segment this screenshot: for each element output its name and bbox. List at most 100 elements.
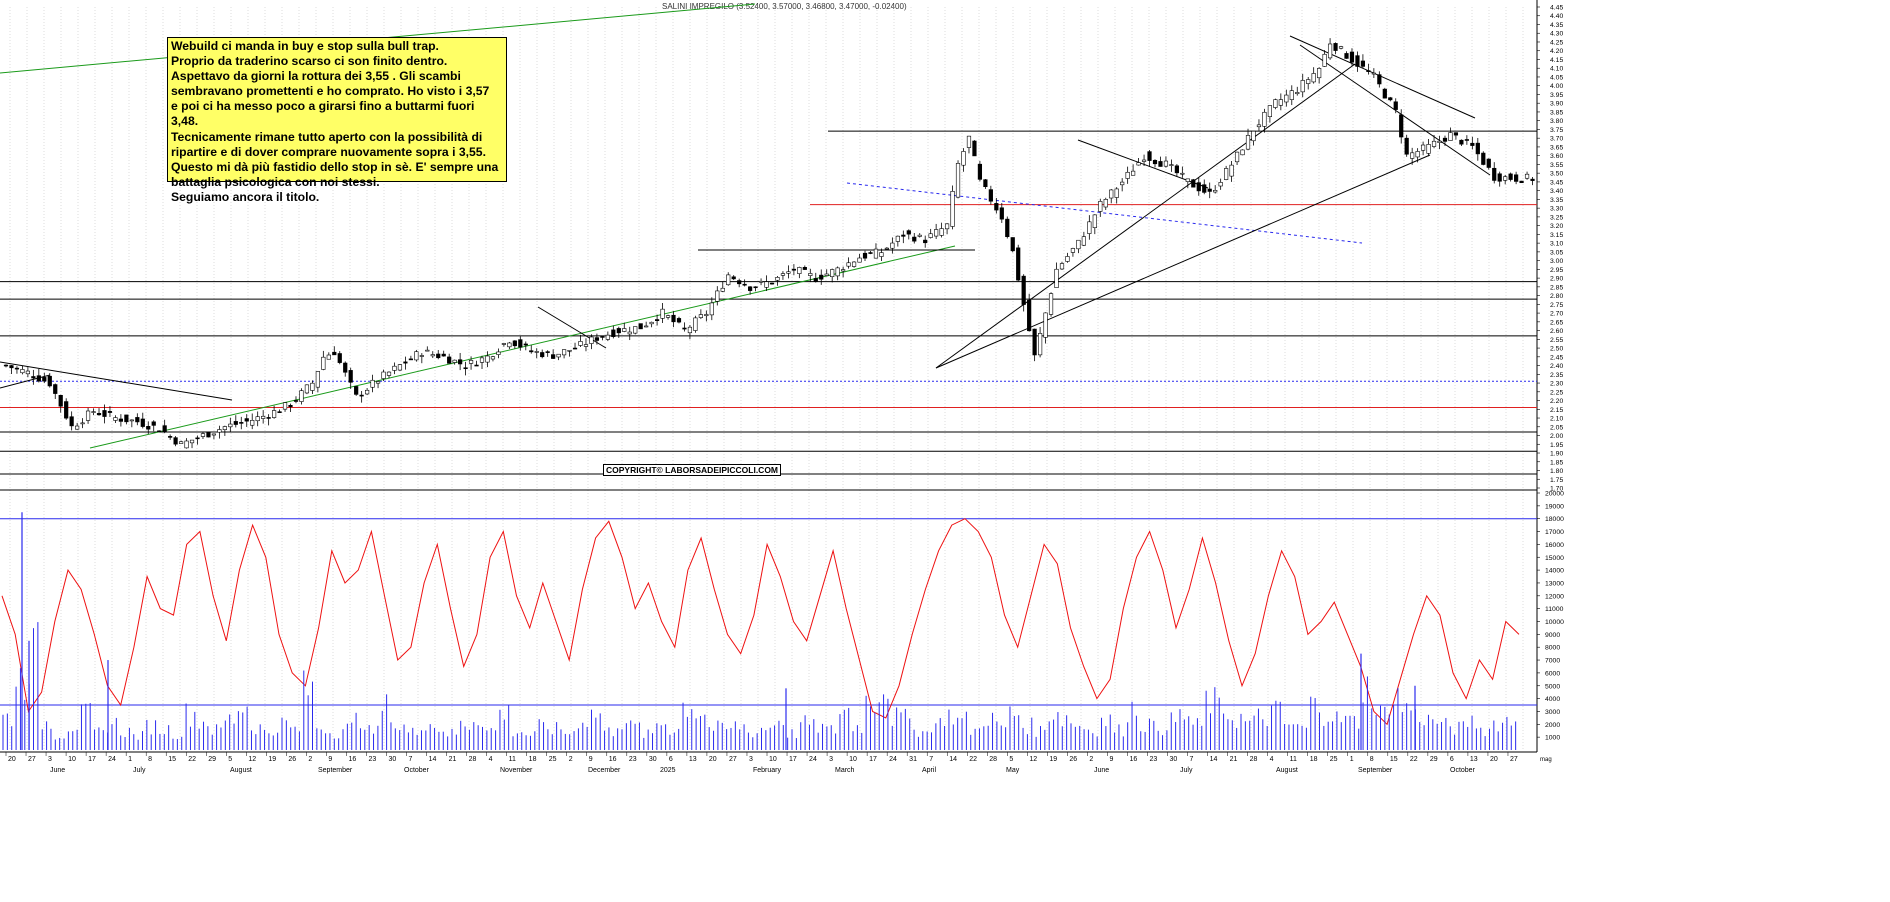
candle-body (162, 425, 167, 433)
time-label-month: 2025 (660, 767, 676, 774)
candle-body (315, 371, 320, 388)
price-tick-label: 4.20 (1550, 48, 1563, 55)
candle-body (178, 441, 184, 444)
time-tick-day: 11 (509, 756, 516, 763)
price-tick-label: 3.00 (1550, 258, 1563, 265)
candle-body (233, 421, 238, 425)
candle-body (540, 352, 545, 358)
candle-body (507, 342, 512, 348)
candle-body (999, 207, 1004, 220)
price-tick-label: 3.70 (1550, 136, 1563, 143)
time-tick-day: 20 (1490, 756, 1498, 763)
candle-body (436, 353, 441, 359)
candle-body (490, 356, 496, 360)
candle-body (1245, 135, 1251, 150)
candle-body (605, 334, 610, 340)
candle-body (862, 252, 868, 259)
candle-body (1054, 268, 1059, 288)
candle-body (687, 326, 693, 334)
price-tick-label: 2.30 (1550, 381, 1563, 388)
blue-dotted-trendline (846, 182, 1363, 244)
time-tick-day: 7 (1190, 756, 1194, 763)
price-tick-label: 2.90 (1550, 276, 1563, 283)
candle-body (715, 290, 720, 302)
volume-tick-label: 9000 (1545, 632, 1560, 639)
candle-body (452, 359, 457, 363)
green-trendline-support (89, 245, 956, 449)
candle-body (726, 274, 731, 286)
candle-body (403, 361, 408, 364)
candle-body (1284, 94, 1289, 103)
candle-body (1393, 101, 1398, 110)
price-tick-label: 2.95 (1550, 267, 1563, 274)
candle-body (873, 248, 879, 259)
candle-body (1333, 43, 1338, 51)
candle-body (102, 410, 107, 417)
price-tick-label: 2.65 (1550, 319, 1563, 326)
candle-body (1114, 188, 1119, 198)
price-tick-label: 3.45 (1550, 179, 1563, 186)
price-tick-label: 2.70 (1550, 311, 1563, 318)
time-tick-day: 4 (1270, 756, 1274, 763)
candle-body (1059, 263, 1065, 270)
candle-body (1027, 299, 1032, 332)
candle-body (939, 228, 944, 236)
price-tick-label: 2.40 (1550, 363, 1563, 370)
price-tick-label: 3.65 (1550, 144, 1563, 151)
candle-body (644, 325, 649, 328)
candle-body (140, 418, 145, 427)
candle-body (146, 426, 151, 430)
candle-body (47, 375, 52, 387)
price-tick-label: 3.95 (1550, 92, 1563, 99)
trendline-august-top (1289, 35, 1476, 119)
candle-body (917, 234, 922, 237)
trendline-april-august (935, 63, 1356, 369)
volume-tick-label: 14000 (1545, 568, 1564, 575)
price-tick-label: 2.80 (1550, 293, 1563, 300)
time-tick-day: 14 (1210, 756, 1218, 763)
comment-note: Webuild ci manda in buy e stop sulla bul… (167, 37, 507, 204)
candle-body (1481, 152, 1486, 165)
time-tick-day: 15 (168, 756, 176, 763)
candle-body (583, 344, 589, 347)
candle-body (633, 326, 638, 334)
candle-body (1163, 160, 1169, 167)
price-tick-label: 4.15 (1550, 57, 1563, 64)
time-label-month: October (404, 767, 430, 774)
time-tick-day: 3 (829, 756, 833, 763)
candle-body (824, 273, 829, 276)
candle-body (441, 353, 446, 357)
time-tick-day: 29 (208, 756, 216, 763)
volume-tick-label: 4000 (1545, 696, 1560, 703)
time-tick-day: 2 (569, 756, 573, 763)
candle-body (184, 440, 189, 449)
candle-body (414, 351, 419, 361)
candle-body (1437, 140, 1442, 143)
candle-body (75, 425, 80, 430)
candle-body (994, 203, 999, 211)
candle-body (1399, 114, 1404, 138)
candle-body (704, 314, 709, 316)
candle-body (1459, 139, 1464, 145)
candle-body (950, 191, 955, 227)
time-tick-day: 1 (128, 756, 132, 763)
candle-body (851, 261, 857, 267)
candle-body (36, 375, 41, 382)
candle-body (682, 327, 687, 330)
time-tick-day: 28 (469, 756, 477, 763)
candle-body (288, 404, 293, 408)
time-tick-day: 27 (1510, 756, 1518, 763)
candle-body (572, 347, 578, 350)
candle-body (791, 268, 796, 271)
candle-body (228, 423, 233, 428)
time-label-month: March (835, 767, 855, 774)
candle-body (479, 357, 485, 363)
volume-tick-label: 1000 (1545, 735, 1560, 742)
time-label-month: June (50, 767, 65, 774)
candle-body (80, 422, 85, 425)
candle-body (365, 389, 370, 395)
time-label-month: September (1358, 767, 1393, 774)
price-tick-label: 4.00 (1550, 83, 1563, 90)
candle-body (299, 390, 304, 402)
candle-body (758, 280, 764, 283)
